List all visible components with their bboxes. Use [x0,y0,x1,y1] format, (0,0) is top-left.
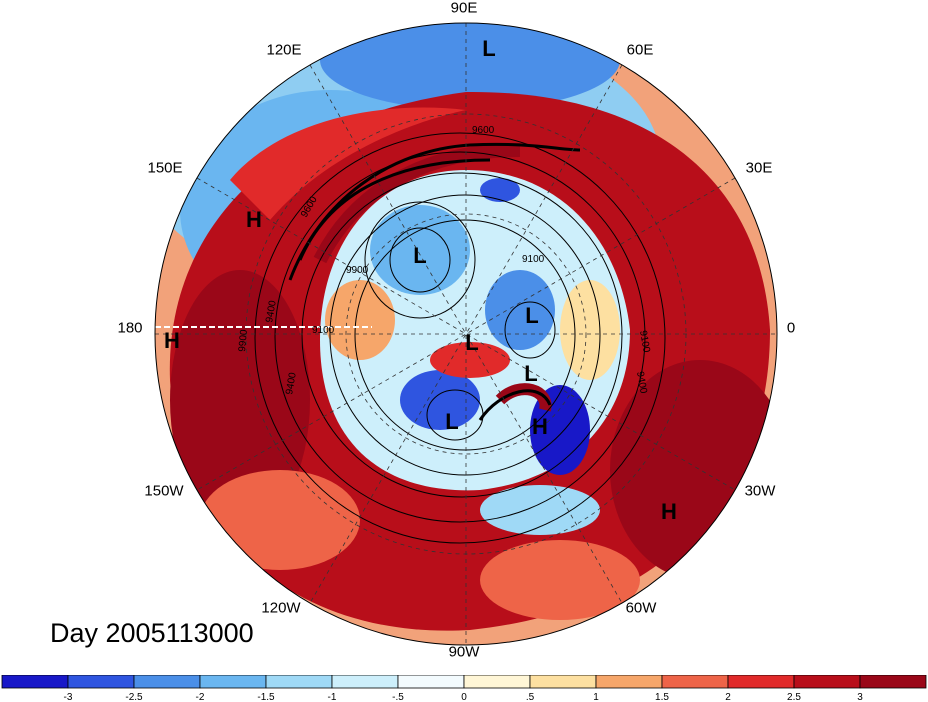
lon-label-180: 180 [117,319,143,337]
lon-label-150w: 150W [144,482,184,500]
lon-label-0: 0 [786,319,796,337]
colorbar: -3 -2.5 -2 -1.5 -1 -.5 0 .5 1 1.5 2 2.5 3 [1,675,927,702]
contour-label: 9900 [346,265,369,276]
lon-label-120w: 120W [261,599,301,617]
colorbar-swatch [463,675,531,689]
day-label: Day 2005113000 [50,618,254,648]
colorbar-swatch [265,675,333,689]
colorbar-tick-label: 0 [461,692,467,702]
contour-label: 9900 [237,329,250,353]
colorbar-swatch [661,675,729,689]
colorbar-swatch [793,675,861,689]
colorbar-swatch [199,675,267,689]
lon-label-150e: 150E [147,159,183,177]
contour-label: 9100 [522,254,545,265]
contour-label: 9600 [472,125,495,136]
colorbar-swatch [529,675,597,689]
lon-label-120e: 120E [266,41,302,59]
height-contours [254,132,666,544]
pressure-center-label: H [532,414,548,439]
pressure-center-label: L [465,330,478,355]
map-boundary [154,22,778,646]
contour-label: 9400 [634,371,649,395]
lon-label-90w: 90W [448,643,480,661]
colorbar-tick-label: 1.5 [655,692,669,702]
colorbar-tick-label: 1 [593,692,599,702]
colorbar-swatch [133,675,201,689]
colorbar-swatch [1,675,69,689]
colorbar-swatch [727,675,795,689]
lon-label-60e: 60E [626,41,654,59]
colorbar-swatch [859,675,927,689]
graticule [155,23,777,645]
colorbar-tick-label: .5 [526,692,535,702]
colorbar-tick-label: -.5 [392,692,404,702]
pressure-center-label: L [525,303,538,328]
colorbar-tick-label: 2 [725,692,731,702]
colorbar-tick-label: -1.5 [257,692,275,702]
lon-label-30e: 30E [745,159,773,177]
pressure-center-label: L [524,361,537,386]
pressure-center-label: L [482,36,495,61]
colorbar-tick-label: 3 [857,692,863,702]
colorbar-swatch [397,675,465,689]
colorbar-swatch [331,675,399,689]
colorbar-tick-label: -2.5 [125,692,143,702]
pressure-center-label: H [246,207,262,232]
contour-label: 9100 [312,325,335,336]
contour-label: 9400 [284,371,299,395]
contour-label: 9400 [264,299,279,323]
colorbar-tick-label: -1 [328,692,337,702]
colorbar-swatch [67,675,135,689]
colorbar-tick-label: -3 [64,692,73,702]
pressure-center-label: H [164,328,180,353]
lon-label-60w: 60W [625,599,657,617]
colorbar-swatch [595,675,663,689]
colorbar-tick-label: -2 [196,692,205,702]
colorbar-tick-label: 2.5 [787,692,801,702]
pressure-center-label: L [445,409,458,434]
lon-label-90e: 90E [450,0,478,17]
pressure-center-label: H [661,499,677,524]
contour-label: 9100 [637,330,652,354]
lon-label-30w: 30W [744,482,776,500]
pressure-center-label: L [413,243,426,268]
